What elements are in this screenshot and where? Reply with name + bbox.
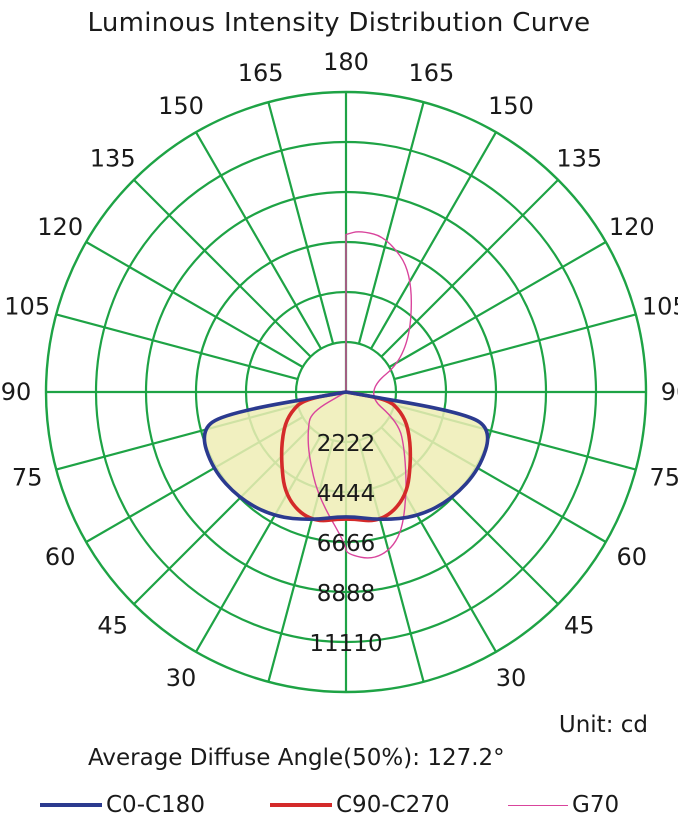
average-diffuse-angle-value: 127.2°	[427, 745, 505, 771]
legend-item-c0-c180: C0-C180	[40, 788, 205, 822]
grid-spoke	[388, 241, 607, 368]
angle-tick-label: 180	[323, 48, 369, 76]
legend-label-c0-c180: C0-C180	[106, 792, 205, 818]
angle-tick-label: 90	[661, 378, 678, 406]
angle-tick-label: 15	[416, 697, 447, 700]
angle-tick-label: 75	[650, 463, 678, 491]
legend-swatch-g70	[508, 804, 568, 806]
legend-item-g70: G70	[508, 788, 619, 822]
legend-item-c90-c270: C90-C270	[270, 788, 450, 822]
series-c0-c180-line	[202, 390, 490, 522]
angle-tick-label: 90	[1, 378, 32, 406]
angle-tick-label: 165	[238, 59, 284, 87]
polar-chart: 0151530304545606075759090105105120120135…	[1, 48, 678, 700]
c0-c180-fill	[204, 392, 488, 520]
legend-swatch-c90-c270	[270, 803, 332, 807]
chart-title: Luminous Intensity Distribution Curve	[87, 8, 591, 38]
average-diffuse-angle: Average Diffuse Angle(50%): 127.2°	[88, 745, 505, 771]
tick-labels: 0151530304545606075759090105105120120135…	[1, 48, 678, 700]
angle-tick-label: 30	[496, 664, 527, 692]
angle-tick-label: 120	[37, 213, 83, 241]
fill-area	[204, 392, 488, 520]
angle-tick-label: 150	[488, 92, 534, 120]
angle-tick-label: 45	[564, 611, 595, 639]
ring-value-label: 6666	[317, 531, 376, 557]
grid-spoke	[267, 101, 335, 344]
grid-spoke	[370, 131, 497, 350]
average-diffuse-angle-label: Average Diffuse Angle(50%):	[88, 745, 420, 771]
legend-label-c90-c270: C90-C270	[336, 792, 450, 818]
angle-tick-label: 60	[617, 543, 648, 571]
series-c90-c270-line	[279, 390, 413, 523]
angle-tick-label: 45	[97, 611, 128, 639]
angle-tick-label: 150	[158, 92, 204, 120]
angle-tick-label: 165	[408, 59, 454, 87]
grid-spoke	[85, 241, 304, 368]
angle-tick-label: 135	[556, 145, 602, 173]
legend-label-g70: G70	[572, 792, 620, 818]
series-lines	[202, 231, 490, 559]
grid-spoke	[380, 179, 559, 358]
unit-label: Unit: cd	[558, 712, 648, 738]
angle-tick-label: 60	[45, 543, 76, 571]
grid-spoke	[357, 101, 425, 344]
grid-spoke	[394, 313, 637, 381]
ring-value-label: 2222	[317, 431, 376, 457]
grid-spoke	[133, 179, 312, 358]
angle-tick-label: 120	[609, 213, 655, 241]
ring-value-label: 11110	[309, 631, 382, 657]
grid-spoke	[195, 131, 322, 350]
ring-value-label: 8888	[317, 581, 376, 607]
legend: C0-C180 C90-C270 G70	[30, 788, 670, 822]
legend-swatch-c0-c180	[40, 803, 102, 807]
angle-tick-label: 30	[166, 664, 197, 692]
grid-spoke	[55, 313, 298, 381]
ring-value-label: 4444	[317, 481, 376, 507]
angle-tick-label: 135	[90, 145, 136, 173]
angle-tick-label: 15	[245, 697, 276, 700]
angle-tick-label: 105	[642, 293, 678, 321]
angle-tick-label: 105	[4, 293, 50, 321]
angle-tick-label: 75	[12, 463, 43, 491]
